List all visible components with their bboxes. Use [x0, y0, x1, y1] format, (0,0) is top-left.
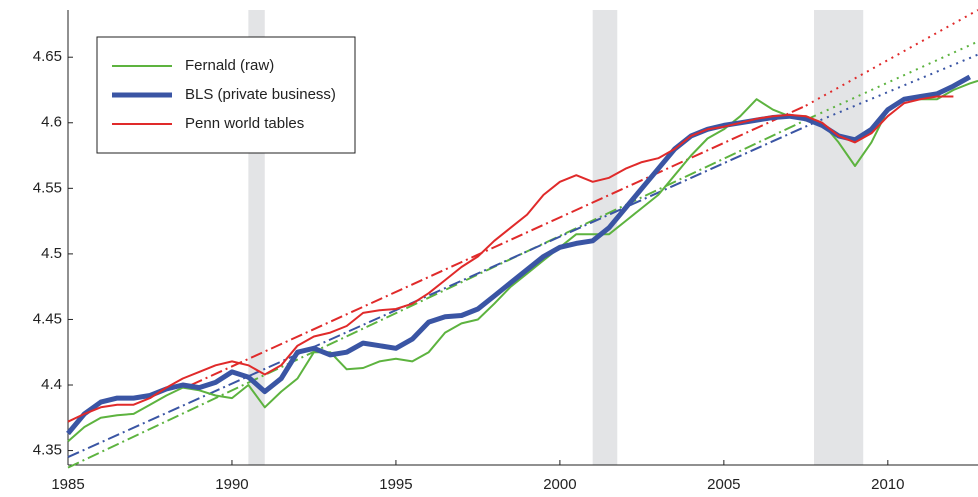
legend-label: Penn world tables	[185, 115, 304, 132]
y-tick-label: 4.65	[33, 48, 62, 65]
x-tick-label: 2005	[707, 476, 740, 493]
x-tick-label: 2000	[543, 476, 576, 493]
trend-line	[67, 115, 815, 469]
x-tick-label: 2010	[871, 476, 904, 493]
x-tick-label: 1995	[379, 476, 412, 493]
trend-line	[805, 9, 978, 107]
y-tick-label: 4.35	[33, 442, 62, 459]
trend-line	[813, 53, 978, 124]
y-tick-label: 4.5	[41, 245, 62, 262]
legend-label: Fernald (raw)	[185, 57, 274, 74]
trend-line	[67, 121, 815, 459]
recession-band	[814, 10, 864, 465]
y-tick-label: 4.6	[41, 114, 62, 131]
legend-box	[96, 36, 356, 154]
series-line	[67, 79, 978, 443]
y-tick-label: 4.55	[33, 179, 62, 196]
y-tick-label: 4.45	[33, 310, 62, 327]
series-line	[66, 74, 972, 436]
trend-line	[190, 104, 807, 386]
x-tick-label: 1990	[215, 476, 248, 493]
x-tick-label: 1985	[51, 476, 84, 493]
legend-label: BLS (private business)	[185, 86, 336, 103]
series-line	[67, 95, 954, 423]
y-tick-label: 4.4	[41, 376, 62, 393]
